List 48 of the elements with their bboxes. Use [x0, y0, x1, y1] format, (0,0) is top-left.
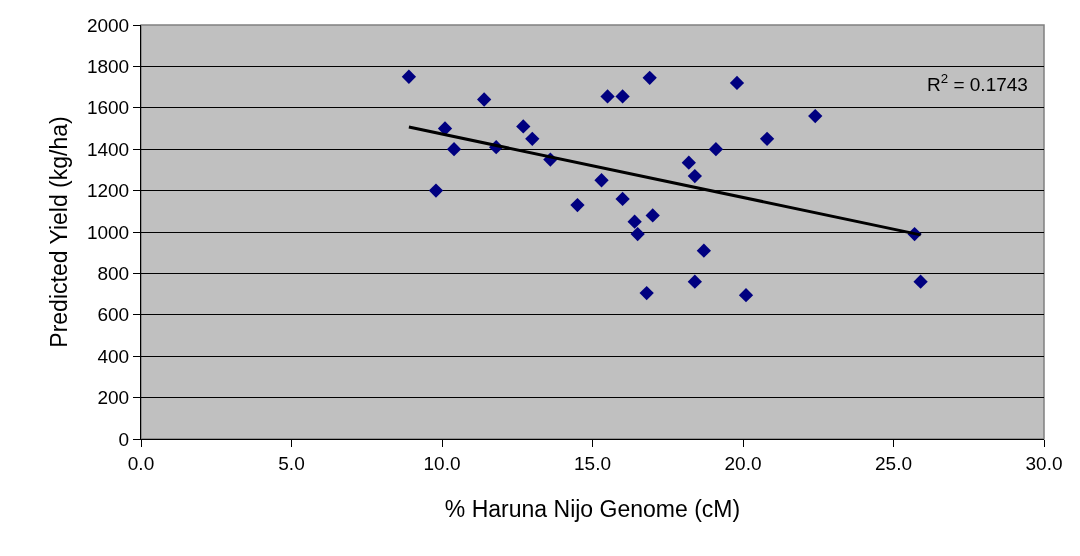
point: [600, 89, 615, 104]
point: [645, 208, 660, 223]
point: [687, 274, 702, 289]
point: [808, 108, 823, 124]
point: [708, 142, 724, 157]
point: [627, 214, 642, 229]
point: [615, 191, 630, 207]
y-tick-label: 800: [97, 263, 130, 285]
point: [446, 142, 462, 157]
point: [630, 226, 645, 242]
point: [428, 183, 444, 198]
annotation: R$^{2}$ = 0.1743: [927, 71, 1028, 95]
y-tick-label: 0: [118, 428, 130, 450]
x-axis-title: % Haruna Nijo Genome (cM): [444, 496, 741, 523]
y-tick-label: 1000: [86, 221, 130, 243]
point: [639, 285, 654, 301]
point: [681, 155, 696, 170]
x-tick-label: 5.0: [278, 452, 305, 474]
point: [615, 89, 630, 104]
point: [759, 131, 775, 146]
point: [687, 168, 702, 184]
y-tick-label: 600: [97, 304, 130, 326]
point: [729, 75, 745, 91]
y-tick-label: 400: [97, 345, 130, 367]
y-tick-label: 1800: [86, 56, 130, 78]
x-tick-label: 20.0: [724, 452, 762, 474]
x-tick-label: 10.0: [423, 452, 461, 474]
point: [437, 121, 453, 136]
point: [696, 243, 712, 258]
x-tick-label: 30.0: [1025, 452, 1063, 474]
y-tick-label: 1400: [86, 138, 130, 160]
point: [738, 287, 754, 303]
x-tick-label: 0.0: [127, 452, 155, 474]
y-tick-label: 1600: [86, 97, 130, 119]
y-tick-label: 1200: [86, 180, 130, 202]
point: [570, 197, 585, 213]
y-tick-label: 2000: [86, 14, 130, 36]
point: [476, 92, 492, 107]
point: [401, 69, 417, 84]
point: [594, 173, 609, 188]
y-axis-title: Predicted Yield (kg/ha): [46, 116, 73, 348]
point: [516, 119, 531, 134]
point: [525, 131, 540, 146]
point: [642, 70, 657, 85]
y-tick-label: 200: [97, 387, 130, 409]
x-tick-label: 15.0: [574, 452, 611, 474]
point: [913, 274, 928, 289]
x-tick-label: 25.0: [875, 452, 912, 474]
